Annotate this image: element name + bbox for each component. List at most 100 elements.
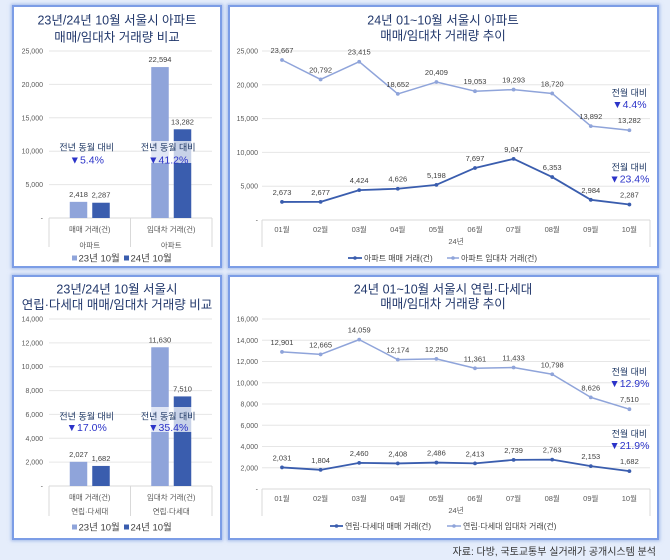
y-tick-label: 10,000 xyxy=(22,149,44,156)
x-tick-label: 02월 xyxy=(313,493,328,503)
y-tick-label: 10,000 xyxy=(237,150,259,157)
x-tick-label: 03월 xyxy=(352,224,367,234)
x-axis-title: 24년 xyxy=(448,236,463,246)
y-tick-label: 20,000 xyxy=(22,82,44,89)
series-line xyxy=(281,338,630,410)
y-tick-label: 4,000 xyxy=(25,436,43,443)
annotation-backdrop xyxy=(145,141,193,163)
villa-bar-chart-panel: 23년/24년 10월 서울시 연립·다세대 매매/임대차 거래량 비교 - 2,… xyxy=(12,275,222,540)
data-point xyxy=(434,460,439,465)
data-label: 8,626 xyxy=(581,383,600,392)
data-label: 2,984 xyxy=(581,186,600,195)
x-tick-label: 07월 xyxy=(506,224,521,234)
legend-swatch xyxy=(72,524,77,530)
data-point xyxy=(434,356,439,361)
legend-label: 연립·다세대 임대차 거래(건) xyxy=(463,521,557,531)
x-tick-label: 07월 xyxy=(506,493,521,503)
data-point xyxy=(511,156,516,161)
legend-marker xyxy=(353,256,357,260)
chart-title-line-2: 매매/임대차 거래량 추이 xyxy=(380,29,505,43)
annotation-value: ▼23.4% xyxy=(609,174,649,186)
y-tick-label: - xyxy=(256,218,259,225)
x-group-label: 연립·다세대 xyxy=(71,507,108,516)
annotation-label: 전월 대비 xyxy=(612,162,648,173)
y-tick-label: 10,000 xyxy=(22,364,44,371)
x-category-label: 매매 거래(건) xyxy=(69,492,111,502)
data-point xyxy=(588,124,593,128)
chart-title-line-1: 24년 01~10월 서울시 아파트 xyxy=(367,14,518,28)
bar-value-label: 2,027 xyxy=(69,450,88,459)
data-label: 2,287 xyxy=(620,191,639,200)
y-tick-label: 15,000 xyxy=(237,116,259,123)
bar xyxy=(92,465,110,486)
data-point xyxy=(318,77,323,82)
x-tick-label: 04월 xyxy=(390,224,405,234)
data-point xyxy=(357,188,362,192)
data-label: 2,739 xyxy=(504,446,523,455)
villa-line-chart-panel: 24년 01~10월 서울시 연립·다세대 매매/임대차 거래량 추이 - 2,0… xyxy=(228,275,659,540)
apartment-line-chart: 24년 01~10월 서울시 아파트 매매/임대차 거래량 추이 - 5,000 1… xyxy=(237,14,651,263)
data-label: 19,053 xyxy=(464,77,487,86)
y-tick-label: - xyxy=(41,216,44,223)
x-axis-title: 24년 xyxy=(448,505,463,515)
data-point xyxy=(627,202,632,207)
y-tick-label: 14,000 xyxy=(22,317,44,324)
bar-value-label: 7,510 xyxy=(173,384,192,393)
data-point xyxy=(627,128,632,133)
data-label: 13,282 xyxy=(618,116,641,125)
chart-title-line-1: 24년 01~10월 서울시 연립·다세대 xyxy=(354,283,533,297)
x-group-label: 연립·다세대 xyxy=(153,507,190,516)
data-label: 2,408 xyxy=(388,449,407,458)
apartment-line-chart-panel: 24년 01~10월 서울시 아파트 매매/임대차 거래량 추이 - 5,000 1… xyxy=(228,5,659,268)
data-label: 19,293 xyxy=(502,76,525,85)
legend-marker xyxy=(334,524,339,528)
annotation-value: ▼21.9% xyxy=(609,440,649,452)
y-tick-label: 8,000 xyxy=(25,388,43,395)
data-point xyxy=(280,465,284,470)
x-group-label: 아파트 xyxy=(161,240,182,250)
x-tick-label: 05월 xyxy=(429,493,444,503)
data-point xyxy=(434,182,439,187)
series-line xyxy=(281,458,630,473)
x-tick-label: 01월 xyxy=(274,493,289,503)
data-point xyxy=(280,58,284,62)
y-tick-label: 5,000 xyxy=(240,184,258,191)
y-tick-label: 12,000 xyxy=(237,359,259,366)
data-label: 11,361 xyxy=(464,354,486,363)
villa-line-chart: 24년 01~10월 서울시 연립·다세대 매매/임대차 거래량 추이 - 2,0… xyxy=(237,283,651,531)
annotation-label: 전년 동월 대비 xyxy=(59,411,114,422)
bar-value-label: 2,287 xyxy=(92,191,111,200)
x-tick-label: 01월 xyxy=(274,224,289,234)
bar-value-label: 1,682 xyxy=(92,454,111,463)
data-label: 14,059 xyxy=(348,326,371,335)
data-point xyxy=(395,357,400,362)
chart-title-line-2: 연립·다세대 매매/임대차 거래량 비교 xyxy=(22,298,213,312)
y-tick-label: 25,000 xyxy=(22,49,44,56)
annotation-label: 전월 대비 xyxy=(612,366,648,377)
data-point xyxy=(395,186,400,191)
data-label: 5,198 xyxy=(427,171,446,180)
apartment-bar-chart-panel: 23년/24년 10월 서울시 아파트 매매/임대차 거래량 비교 - 5,000… xyxy=(12,5,222,268)
data-point xyxy=(588,395,593,400)
annotation-label: 전월 대비 xyxy=(612,87,648,98)
data-label: 2,486 xyxy=(427,449,446,458)
legend-label: 아파트 매매 거래(건) xyxy=(364,253,433,263)
y-tick-label: 4,000 xyxy=(240,444,258,451)
annotation-value: ▼35.4% xyxy=(148,422,188,434)
data-point xyxy=(588,197,593,202)
y-tick-label: 6,000 xyxy=(25,412,43,419)
data-label: 2,031 xyxy=(273,453,292,462)
series-line xyxy=(281,157,630,206)
villa-bar-chart: 23년/24년 10월 서울시 연립·다세대 매매/임대차 거래량 비교 - 2,… xyxy=(22,283,213,534)
legend-marker xyxy=(451,256,455,260)
legend-label: 23년 10월 xyxy=(79,522,120,534)
data-point xyxy=(627,469,632,474)
x-tick-label: 04월 xyxy=(390,493,405,503)
chart-title-line-1: 23년/24년 10월 서울시 xyxy=(56,283,177,297)
data-point xyxy=(473,461,477,466)
data-point xyxy=(550,457,555,462)
data-point xyxy=(627,407,632,412)
x-tick-label: 06월 xyxy=(467,493,482,503)
data-point xyxy=(511,87,516,92)
legend-marker xyxy=(452,524,456,528)
